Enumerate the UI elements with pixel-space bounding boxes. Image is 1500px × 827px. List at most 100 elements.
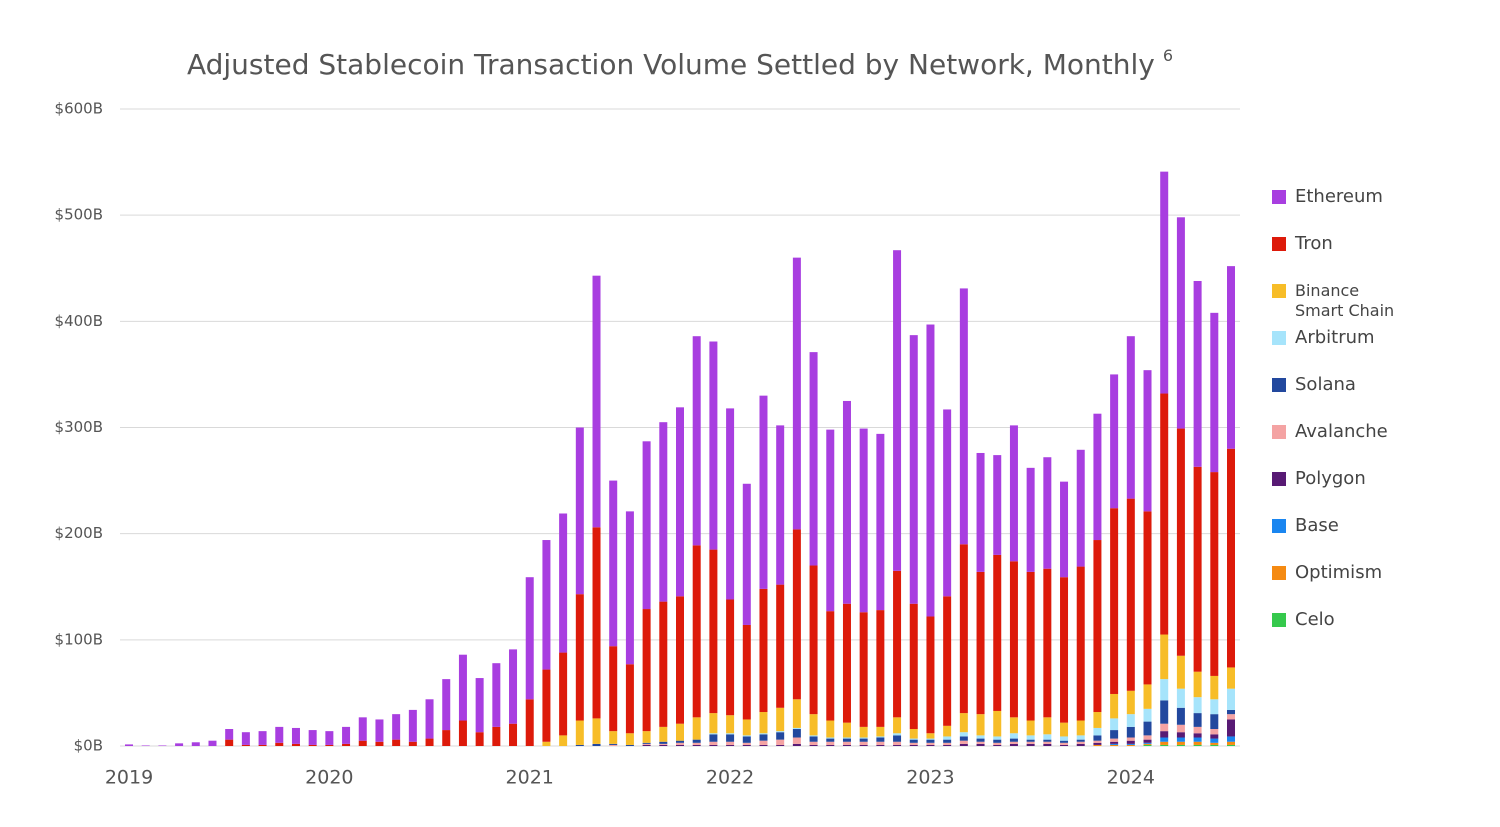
bar-segment — [442, 730, 451, 746]
bar-segment — [1060, 481, 1069, 578]
bar-segment — [959, 288, 968, 545]
bar-segment — [475, 732, 484, 746]
bar-segment — [1009, 738, 1018, 742]
bar-segment — [859, 738, 868, 742]
bar-segment — [1126, 737, 1135, 741]
bar-segment — [1210, 729, 1219, 735]
bar-segment — [1060, 742, 1069, 745]
bar-segment — [241, 744, 250, 746]
bar-segment — [1210, 312, 1219, 473]
bar-segment — [943, 736, 952, 740]
legend-label: Celo — [1295, 609, 1335, 630]
bar-segment — [1227, 266, 1235, 449]
bar-segment — [1126, 726, 1135, 738]
legend-swatch — [1272, 378, 1286, 392]
bar-segment — [842, 741, 851, 745]
bar-segment — [125, 744, 133, 746]
bar-segment — [642, 609, 651, 732]
bar-segment — [826, 429, 835, 612]
bar-segment — [1143, 370, 1152, 512]
bar-segment — [308, 744, 317, 746]
bar-segment — [1210, 714, 1219, 730]
bar-segment — [809, 744, 818, 746]
bar-segment — [1160, 741, 1169, 745]
bar-segment — [275, 726, 284, 743]
bar-segment — [475, 678, 484, 733]
bar-segment — [1143, 708, 1152, 722]
bar-segment — [809, 735, 818, 737]
bar-segment — [1093, 740, 1102, 743]
bar-segment — [509, 649, 518, 724]
bar-segment — [759, 733, 768, 735]
bar-segment — [175, 743, 184, 746]
bar-segment — [1009, 733, 1018, 739]
bar-segment — [676, 407, 684, 597]
bar-segment — [792, 699, 801, 728]
bar-segment — [726, 715, 735, 734]
bar-segment — [1160, 393, 1169, 635]
bar-segment — [1193, 737, 1202, 742]
bar-segment — [425, 738, 434, 746]
bar-segment — [275, 742, 284, 746]
bar-segment — [776, 731, 785, 733]
x-tick-label: 2022 — [706, 767, 754, 789]
bar-segment — [1126, 743, 1135, 745]
bar-segment — [1193, 741, 1202, 745]
bar-segment — [726, 733, 735, 735]
bar-segment — [909, 335, 918, 604]
legend-label: Optimism — [1295, 562, 1383, 583]
bar-segment — [1043, 457, 1052, 569]
bar-segment — [826, 741, 835, 745]
bar-segment — [709, 549, 718, 714]
bar-segment — [726, 744, 735, 746]
bar-segment — [776, 732, 785, 740]
bar-segment — [1110, 374, 1119, 509]
legend-swatch — [1272, 613, 1286, 627]
bar-segment — [1227, 448, 1235, 668]
legend-item: Binance Smart Chain — [1272, 281, 1422, 328]
bar-segment — [458, 720, 467, 746]
bar-segment — [726, 741, 735, 745]
bar-segment — [1076, 739, 1085, 742]
legend-label: Avalanche — [1295, 421, 1388, 442]
bar-segment — [726, 734, 735, 742]
bar-segment — [742, 742, 751, 745]
x-tick-label: 2021 — [506, 767, 554, 789]
legend-label: Binance Smart Chain — [1295, 281, 1395, 320]
y-tick-label: $400B — [55, 312, 103, 330]
bar-segment — [1093, 540, 1102, 713]
bar-segment — [492, 663, 501, 727]
bar-segment — [1110, 741, 1119, 744]
bar-segment — [1043, 741, 1052, 744]
bar-segment — [559, 735, 568, 746]
title-note: 6 — [1163, 46, 1173, 65]
bar-segment — [776, 584, 785, 708]
bar-segment — [1126, 744, 1135, 746]
y-tick-label: $600B — [55, 100, 103, 118]
bar-segment — [842, 744, 851, 746]
bar-segment — [342, 726, 351, 744]
bar-segment — [625, 511, 634, 665]
bar-segment — [1110, 693, 1119, 719]
bar-segment — [759, 740, 768, 745]
bar-segment — [425, 699, 434, 739]
bar-segment — [1210, 734, 1219, 739]
bar-segment — [1160, 171, 1169, 394]
bar-segment — [959, 713, 968, 733]
bar-segment — [692, 742, 701, 745]
bar-segment — [1143, 744, 1152, 746]
bar-segment — [742, 744, 751, 746]
bar-segment — [1176, 724, 1185, 733]
bar-segment — [826, 737, 835, 739]
bar-segment — [859, 741, 868, 745]
bar-segment — [408, 741, 417, 746]
bar-segment — [542, 540, 551, 670]
bar-segment — [1043, 568, 1052, 718]
bar-segment — [1060, 577, 1069, 723]
bar-segment — [559, 652, 568, 736]
bar-segment — [358, 717, 367, 741]
bar-segment — [575, 720, 584, 745]
bar-segment — [1176, 655, 1185, 689]
legend-item: Optimism — [1272, 563, 1422, 610]
bar-segment — [676, 744, 684, 746]
